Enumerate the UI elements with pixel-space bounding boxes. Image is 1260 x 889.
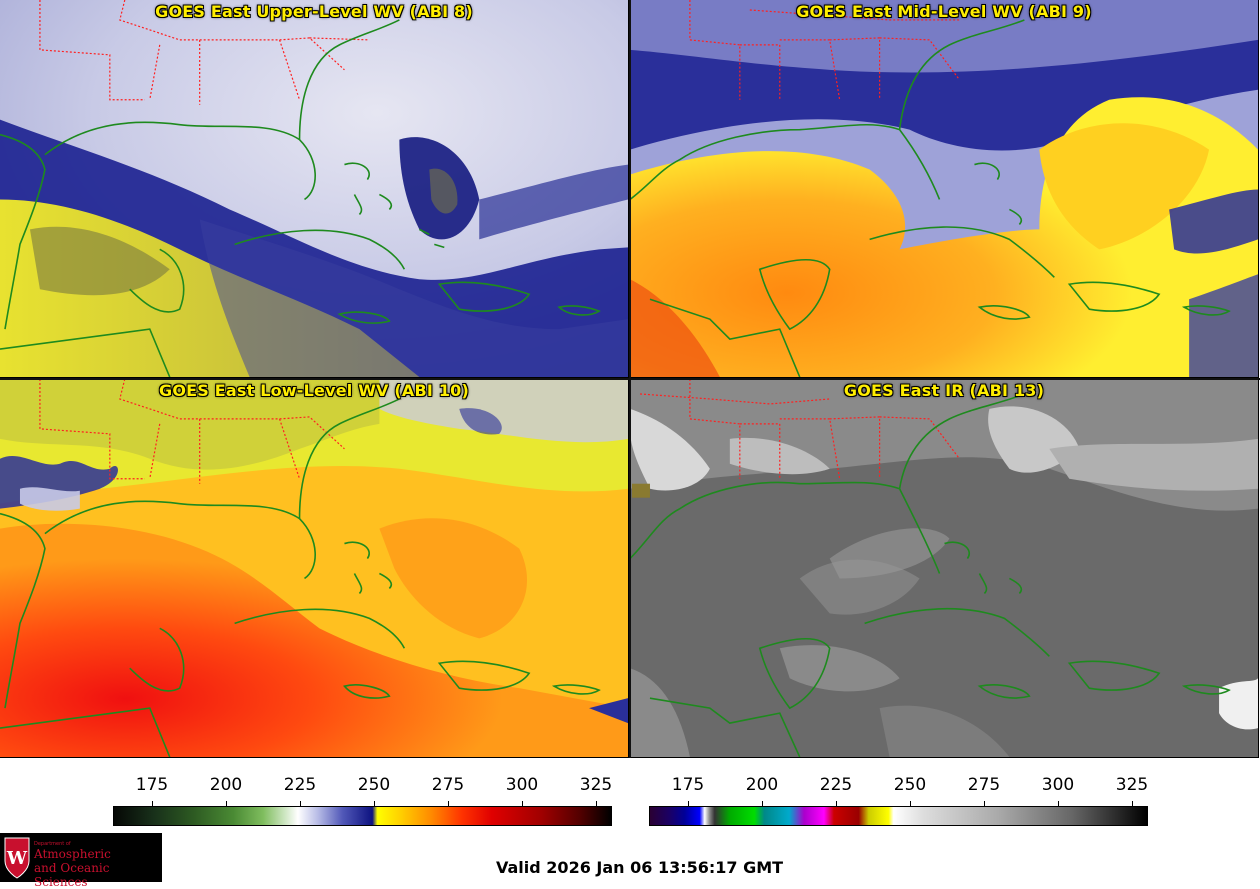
- ir-image: [630, 379, 1258, 757]
- wv-tick-label: 225: [283, 775, 317, 795]
- ir-tick-mark: [1058, 801, 1059, 806]
- wv-tick-label: 250: [357, 775, 391, 795]
- panel-title: GOES East Upper-Level WV (ABI 8): [155, 2, 473, 21]
- logo-line2: and Oceanic Sciences: [34, 861, 110, 889]
- valid-timestamp: Valid 2026 Jan 06 13:56:17 GMT: [496, 858, 784, 877]
- wv-tick-label: 200: [209, 775, 243, 795]
- wv-tick-mark: [226, 801, 227, 806]
- wv-tick-label: 275: [431, 775, 465, 795]
- upper-level-wv-image: [0, 0, 628, 377]
- mid-level-wv-image: [630, 0, 1258, 377]
- ir-tick-label: 275: [967, 775, 1001, 795]
- ir-tick-mark: [688, 801, 689, 806]
- ir-tick-mark: [910, 801, 911, 806]
- panel-divider-horizontal: [0, 378, 1260, 380]
- aos-logo[interactable]: W Department of Atmospheric and Oceanic …: [0, 833, 162, 889]
- wv-tick-label: 325: [579, 775, 613, 795]
- ir-tick-mark: [836, 801, 837, 806]
- uw-crest-icon: W: [4, 837, 30, 879]
- wv-tick-mark: [448, 801, 449, 806]
- ir-tick-mark: [762, 801, 763, 806]
- ir-tick-label: 200: [745, 775, 779, 795]
- wv-colorbar: [113, 806, 612, 826]
- upper-level-wv-panel: GOES East Upper-Level WV (ABI 8): [0, 0, 629, 378]
- ir-colorbar: [649, 806, 1148, 826]
- wv-tick-label: 175: [135, 775, 169, 795]
- ir-tick-label: 300: [1041, 775, 1075, 795]
- wv-tick-mark: [300, 801, 301, 806]
- wv-tick-mark: [522, 801, 523, 806]
- logo-line1: Atmospheric: [34, 847, 111, 861]
- panel-title: GOES East IR (ABI 13): [843, 381, 1045, 400]
- panel-title: GOES East Mid-Level WV (ABI 9): [796, 2, 1092, 21]
- wv-tick-label: 300: [505, 775, 539, 795]
- mid-level-wv-panel: GOES East Mid-Level WV (ABI 9): [630, 0, 1259, 378]
- low-level-wv-image: [0, 379, 628, 757]
- logo-dept-text: Department of: [34, 841, 71, 847]
- ir-tick-mark: [1132, 801, 1133, 806]
- ir-tick-mark: [984, 801, 985, 806]
- ir-tick-label: 250: [893, 775, 927, 795]
- panel-title: GOES East Low-Level WV (ABI 10): [158, 381, 469, 400]
- wv-tick-mark: [596, 801, 597, 806]
- ir-tick-label: 325: [1115, 775, 1149, 795]
- low-level-wv-panel: GOES East Low-Level WV (ABI 10): [0, 379, 629, 758]
- crest-letter: W: [6, 848, 28, 869]
- ir-tick-label: 175: [671, 775, 705, 795]
- ir-tick-label: 225: [819, 775, 853, 795]
- wv-tick-mark: [374, 801, 375, 806]
- ir-panel: GOES East IR (ABI 13): [630, 379, 1259, 758]
- wv-tick-mark: [152, 801, 153, 806]
